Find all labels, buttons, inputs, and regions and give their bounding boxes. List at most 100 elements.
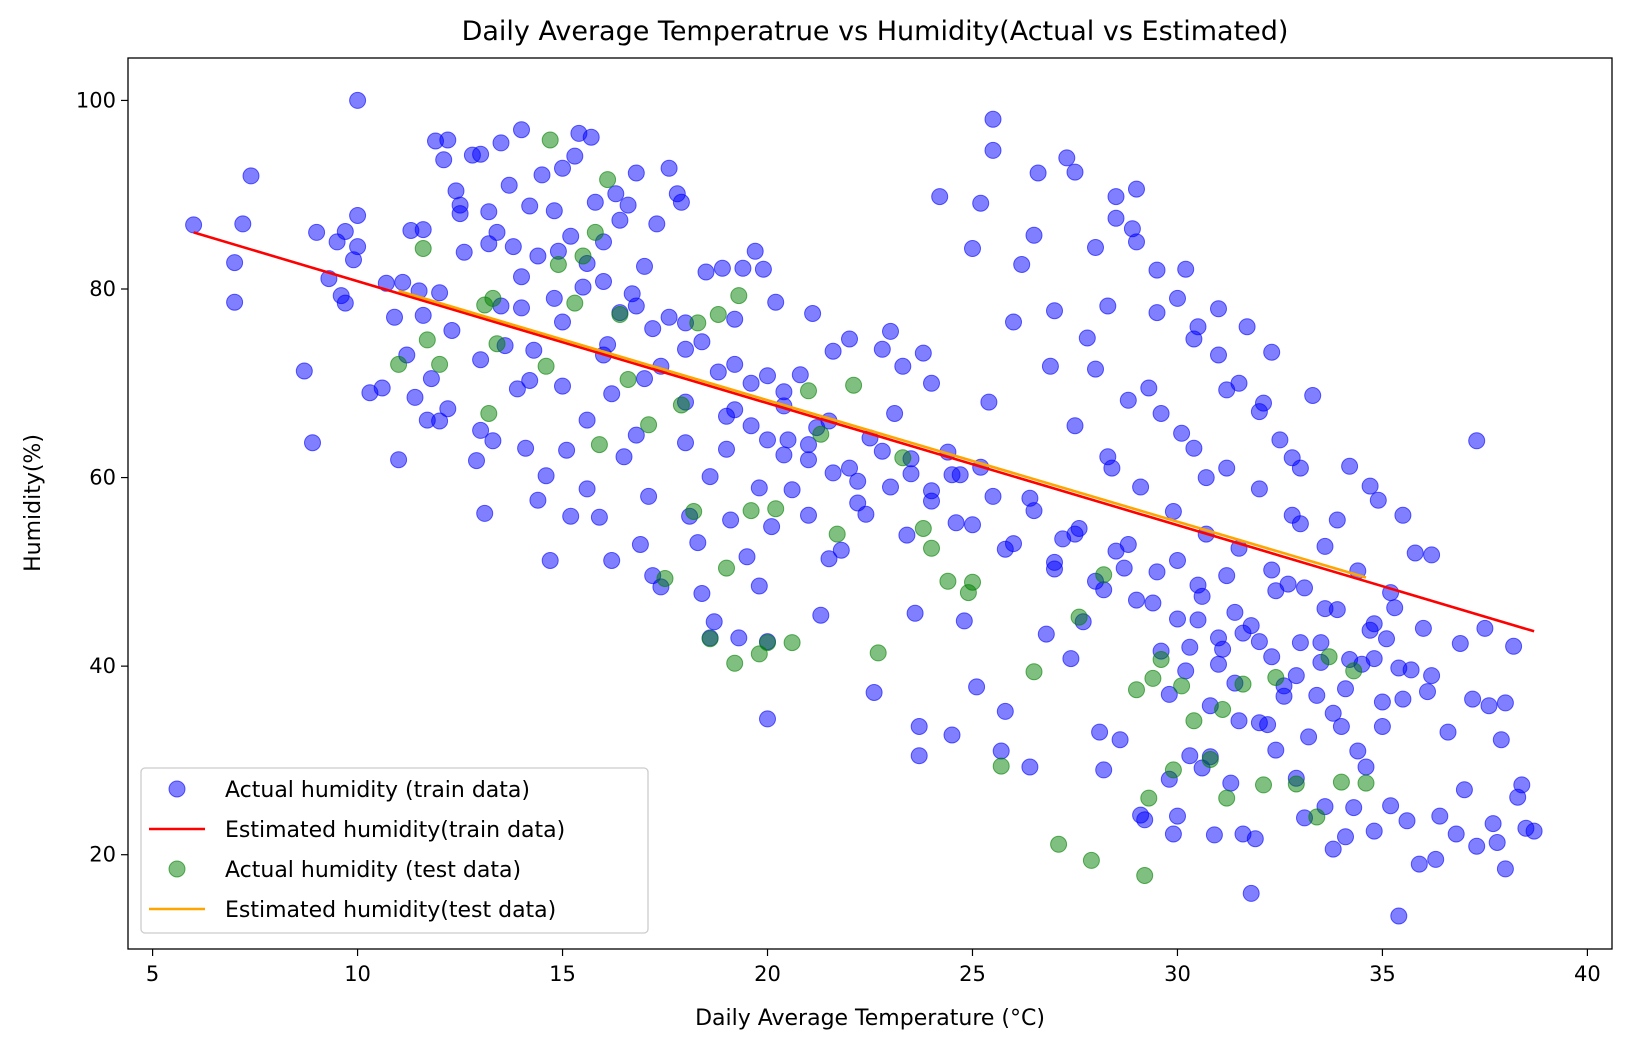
y-tick-label: 60 — [89, 466, 116, 490]
legend-entry-train-line: Estimated humidity(train data) — [149, 818, 565, 843]
test-data-point — [541, 131, 559, 149]
train-data-point — [1291, 634, 1309, 652]
train-data-point — [722, 511, 740, 529]
train-data-point — [1140, 379, 1158, 397]
train-data-point — [1337, 828, 1354, 846]
train-data-point — [1263, 343, 1281, 361]
train-data-point — [1300, 728, 1318, 746]
test-data-point — [1185, 712, 1203, 730]
train-data-point — [627, 164, 645, 182]
train-data-point — [1488, 834, 1506, 851]
train-data-point — [508, 380, 526, 398]
train-data-point — [1078, 329, 1096, 347]
train-data-point — [1013, 256, 1031, 273]
train-data-point — [1386, 599, 1404, 617]
train-data-point — [800, 506, 817, 524]
train-data-point — [1480, 697, 1498, 715]
test-data-point — [1267, 669, 1285, 686]
train-data-point — [873, 442, 891, 460]
train-data-point — [513, 299, 530, 317]
train-data-point — [742, 374, 760, 392]
train-data-point — [1267, 741, 1285, 759]
train-data-point — [586, 193, 604, 211]
train-data-point — [435, 151, 453, 169]
train-data-point — [603, 385, 621, 403]
train-data-point — [841, 330, 858, 348]
train-data-point — [689, 534, 707, 552]
train-data-point — [447, 182, 465, 200]
train-data-point — [541, 552, 559, 569]
test-data-point — [1332, 773, 1350, 791]
train-data-point — [1390, 659, 1408, 677]
train-data-point — [672, 193, 690, 211]
train-data-point — [849, 494, 867, 512]
test-data-point — [1128, 681, 1145, 699]
legend-entry-train-points: Actual humidity (train data) — [168, 778, 530, 803]
train-data-point — [1427, 850, 1445, 868]
train-data-point — [545, 289, 563, 307]
train-data-point — [824, 342, 842, 360]
train-data-point — [1263, 561, 1281, 579]
train-data-point — [1148, 563, 1166, 581]
train-data-point — [1169, 289, 1186, 307]
test-data-point — [1308, 808, 1326, 826]
train-data-point — [1132, 478, 1150, 496]
test-data-point — [1070, 608, 1088, 626]
train-data-point — [226, 254, 244, 272]
train-data-point — [1357, 758, 1375, 776]
train-data-point — [1210, 629, 1227, 647]
train-data-point — [414, 221, 432, 239]
test-data-point — [484, 289, 502, 307]
test-regression-line — [398, 289, 1367, 579]
train-data-point — [775, 446, 793, 464]
train-data-point — [1177, 260, 1195, 278]
train-data-point — [1505, 637, 1523, 655]
train-data-point — [812, 606, 830, 624]
x-axis-ticks: 5 10 15 20 25 30 35 40 — [146, 949, 1601, 986]
test-data-point — [1345, 662, 1363, 680]
train-data-point — [554, 313, 571, 331]
train-data-point — [1066, 163, 1084, 181]
train-data-point — [693, 333, 711, 351]
train-data-point — [529, 247, 547, 265]
train-data-point — [832, 541, 850, 559]
train-data-point — [1099, 297, 1117, 315]
train-data-point — [1152, 405, 1170, 422]
train-data-point — [1492, 731, 1510, 749]
train-data-point — [1324, 840, 1342, 858]
train-data-point — [1361, 477, 1379, 495]
train-data-point — [693, 585, 711, 602]
train-data-point — [705, 613, 723, 631]
train-data-point — [1128, 591, 1145, 609]
train-data-point — [554, 377, 571, 395]
test-data-point — [709, 306, 727, 323]
train-data-point — [849, 472, 867, 490]
legend-entry-test-line: Estimated humidity(test data) — [149, 898, 556, 923]
train-data-point — [1390, 907, 1408, 925]
train-data-point — [1496, 694, 1514, 712]
train-data-point — [1447, 825, 1465, 843]
train-data-point — [763, 518, 781, 536]
train-data-point — [525, 341, 543, 359]
train-data-point — [1238, 318, 1256, 336]
train-data-point — [1115, 559, 1133, 577]
train-data-point — [910, 747, 928, 765]
y-axis-ticks: 20 40 60 80 100 — [76, 88, 128, 867]
train-data-point — [336, 223, 354, 240]
train-data-point — [1250, 480, 1268, 498]
test-data-point — [1173, 677, 1191, 695]
train-data-point — [422, 370, 440, 388]
train-data-point — [1394, 690, 1412, 708]
train-data-point — [943, 726, 961, 744]
train-data-point — [1128, 180, 1145, 198]
x-tick-label: 40 — [1574, 962, 1601, 986]
x-tick-label: 30 — [1164, 962, 1191, 986]
train-data-point — [1312, 634, 1330, 652]
train-data-point — [1230, 712, 1248, 730]
train-data-point — [1250, 714, 1268, 732]
train-data-point — [1128, 233, 1145, 251]
test-data-point — [390, 355, 408, 373]
train-data-point — [1394, 506, 1412, 524]
test-data-point — [418, 331, 436, 349]
train-data-point — [1275, 687, 1293, 705]
